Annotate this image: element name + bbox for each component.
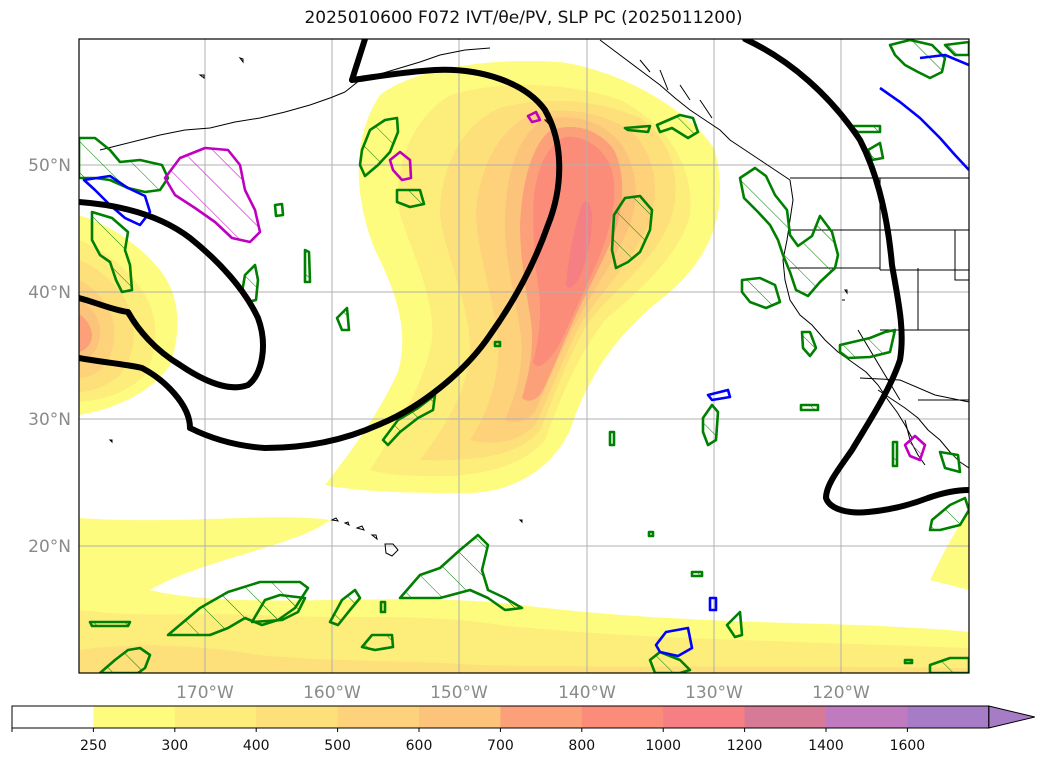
- pv-magenta-contours: [163, 110, 927, 462]
- lon-label-150w: 150°W: [430, 683, 488, 703]
- lat-label-50: 50°N: [28, 156, 71, 176]
- colorbar-swatch: [12, 706, 94, 728]
- lon-label-160w: 160°W: [303, 683, 361, 703]
- colorbar-swatch: [907, 706, 990, 728]
- colorbar-swatch: [174, 706, 257, 728]
- slp-contours: [79, 39, 969, 516]
- lon-label-170w: 170°W: [176, 683, 234, 703]
- colorbar: 250 300 400 500 600 700 800 1000 1200 1400 1600: [11, 705, 1035, 754]
- lon-label-130w: 130°W: [685, 683, 743, 703]
- colorbar-swatch: [663, 706, 746, 728]
- map-frame: [78, 38, 970, 674]
- colorbar-tick-label: 500: [324, 738, 351, 754]
- colorbar-swatch: [337, 706, 420, 728]
- latitude-labels: 50°N 40°N 30°N 20°N: [28, 156, 71, 557]
- colorbar-swatch: [500, 706, 583, 728]
- colorbar-tick-label: 250: [80, 738, 107, 754]
- longitude-labels: 170°W 160°W 150°W 140°W 130°W 120°W: [176, 683, 870, 703]
- colorbar-tick-label: 800: [568, 738, 595, 754]
- colorbar-swatch: [744, 706, 827, 728]
- pv-blue-contours: [82, 53, 969, 658]
- ivt-shading: [79, 60, 969, 673]
- colorbar-swatch: [419, 706, 501, 728]
- colorbar-swatch: [256, 706, 339, 728]
- lat-label-30: 30°N: [28, 410, 71, 430]
- colorbar-tick-label: 700: [487, 738, 514, 754]
- colorbar-swatch: [93, 706, 176, 728]
- colorbar-tick-label: 1000: [645, 738, 681, 754]
- colorbar-tick-label: 1200: [727, 738, 763, 754]
- map-gridlines: [79, 39, 969, 673]
- lon-label-140w: 140°W: [558, 683, 616, 703]
- colorbar-tick-label: 300: [161, 738, 188, 754]
- map-title: 2025010600 F072 IVT/θe/PV, SLP PC (20250…: [304, 8, 743, 28]
- colorbar-tick-label: 600: [406, 738, 433, 754]
- colorbar-swatch: [826, 706, 908, 728]
- colorbar-tick-label: 1600: [890, 738, 926, 754]
- map-panel: [79, 39, 969, 673]
- colorbar-swatch: [581, 706, 664, 728]
- colorbar-tick-label: 1400: [808, 738, 844, 754]
- lat-label-40: 40°N: [28, 283, 71, 303]
- colorbar-extension: [988, 705, 1035, 729]
- colorbar-tick-label: 400: [243, 738, 270, 754]
- lat-label-20: 20°N: [28, 537, 71, 557]
- lon-label-120w: 120°W: [812, 683, 870, 703]
